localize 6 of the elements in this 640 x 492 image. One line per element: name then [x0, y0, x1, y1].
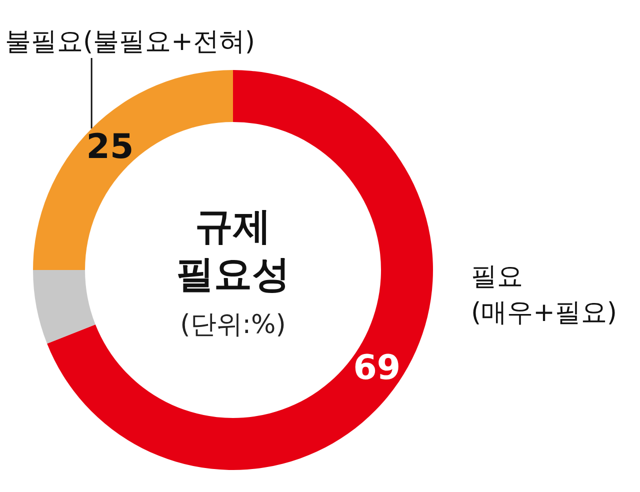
slice-label: 필요 (매우+필요): [471, 262, 618, 328]
text: (단위:%): [180, 310, 286, 340]
data-label: 69: [353, 348, 401, 388]
text: 규제 필요성: [176, 204, 290, 296]
slice-label: 불필요(불필요+전혀): [5, 27, 256, 57]
data-label: 25: [86, 126, 134, 167]
